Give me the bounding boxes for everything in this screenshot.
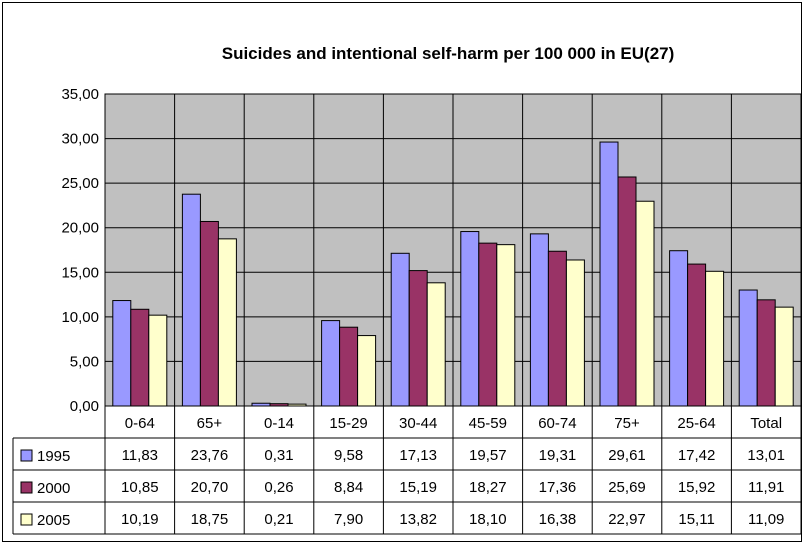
data-label-1995-45-59: 19,57 [469, 447, 507, 464]
category-label: 45-59 [469, 415, 507, 432]
data-label-2005-25-64: 15,11 [678, 511, 714, 528]
bar-1995-45-59 [460, 231, 480, 407]
data-label-1995-25-64: 17,42 [678, 447, 716, 464]
data-label-2005-45-59: 18,10 [469, 511, 507, 528]
y-tick-label: 35,00 [61, 86, 99, 103]
y-tick-label: 25,00 [61, 175, 99, 192]
bar-2000-25-64 [687, 263, 707, 407]
category-label: 0-64 [125, 415, 155, 432]
bar-1995-65+ [181, 193, 201, 407]
bar-2005-0-14 [287, 403, 307, 407]
category-label: 65+ [197, 415, 223, 432]
bar-1995-25-64 [669, 250, 689, 407]
bar-2005-30-44 [426, 282, 446, 407]
plot-area: 0,00 5,00 10,00 15,00 20,00 25,00 30,00 35,00 [61, 86, 802, 534]
category-label: Total [750, 415, 782, 432]
bar-2000-30-44 [408, 270, 428, 407]
data-label-2000-45-59: 18,27 [469, 479, 507, 496]
bar-1995-0-14 [251, 402, 271, 407]
data-label-2005-0-64: 10,19 [121, 511, 159, 528]
category-label: 0-14 [264, 415, 294, 432]
bar-1995-60-74 [529, 233, 549, 407]
category-label: 75+ [614, 415, 640, 432]
bar-2005-75+ [635, 200, 655, 407]
bar-2000-0-14 [269, 403, 289, 407]
data-label-1995-0-64: 11,83 [122, 447, 158, 464]
bar-1995-0-64 [112, 300, 132, 407]
bar-2005-15-29 [357, 335, 377, 407]
bar-2000-0-64 [130, 308, 150, 407]
data-label-2005-65+: 18,75 [191, 511, 229, 528]
y-tick-label: 0,00 [70, 398, 99, 415]
data-label-2000-60-74: 17,36 [539, 479, 577, 496]
bar-chart: Suicides and intentional self-harm per 1… [12, 44, 802, 535]
data-label-1995-15-29: 9,58 [334, 447, 363, 464]
data-label-2000-15-29: 8,84 [334, 479, 363, 496]
data-label-2000-75+: 25,69 [608, 479, 646, 496]
data-label-2005-0-14: 0,21 [264, 511, 293, 528]
bar-2005-45-59 [496, 244, 516, 407]
data-label-2005-15-29: 7,90 [334, 511, 363, 528]
data-label-2000-25-64: 15,92 [678, 479, 716, 496]
bar-1995-30-44 [390, 252, 410, 407]
category-label: 25-64 [677, 415, 715, 432]
chart-title: Suicides and intentional self-harm per 1… [222, 44, 675, 63]
data-label-2005-75+: 22,97 [608, 511, 646, 528]
data-label-2005-60-74: 16,38 [539, 511, 577, 528]
data-label-2005-Total: 11,09 [748, 511, 784, 528]
bar-2000-60-74 [547, 250, 567, 407]
data-label-2000-0-14: 0,26 [264, 479, 293, 496]
bar-2005-60-74 [565, 259, 585, 407]
legend-swatch-2005 [20, 513, 33, 526]
legend-label-2005: 2005 [37, 512, 70, 529]
data-label-1995-60-74: 19,31 [539, 447, 577, 464]
bar-2005-0-64 [148, 314, 168, 407]
bar-2005-65+ [217, 238, 237, 407]
bar-1995-75+ [599, 141, 619, 407]
bar-2005-25-64 [705, 270, 725, 407]
y-tick-label: 15,00 [61, 264, 99, 281]
data-label-1995-30-44: 17,13 [399, 447, 437, 464]
bar-1995-15-29 [321, 320, 341, 407]
bar-1995-Total [738, 289, 758, 407]
y-tick-label: 10,00 [61, 309, 99, 326]
bar-2000-15-29 [339, 326, 359, 407]
y-tick-label: 20,00 [61, 220, 99, 237]
category-label: 15-29 [329, 415, 367, 432]
bar-2005-Total [774, 306, 794, 407]
bar-2000-65+ [199, 220, 219, 407]
legend-swatch-2000 [20, 481, 33, 494]
category-label: 30-44 [399, 415, 437, 432]
data-label-1995-Total: 13,01 [747, 447, 785, 464]
data-label-2000-30-44: 15,19 [399, 479, 437, 496]
legend-label-1995: 1995 [37, 448, 70, 465]
bar-2000-Total [756, 299, 776, 407]
data-label-2005-30-44: 13,82 [399, 511, 437, 528]
data-label-1995-0-14: 0,31 [264, 447, 293, 464]
bar-2000-45-59 [478, 242, 498, 407]
category-label: 60-74 [538, 415, 576, 432]
data-label-2000-0-64: 10,85 [121, 479, 159, 496]
legend-swatch-1995 [20, 449, 33, 462]
bar-2000-75+ [617, 176, 637, 407]
y-tick-label: 30,00 [61, 131, 99, 148]
legend-label-2000: 2000 [37, 480, 70, 497]
y-tick-label: 5,00 [70, 353, 99, 370]
data-label-2000-65+: 20,70 [191, 479, 229, 496]
data-label-2000-Total: 11,91 [748, 479, 784, 496]
data-table: 0-64 65+ 0-14 15-29 30-44 45-59 60-74 75+ 25-64 T… [12, 406, 802, 535]
data-label-1995-65+: 23,76 [191, 447, 229, 464]
data-label-1995-75+: 29,61 [608, 447, 646, 464]
